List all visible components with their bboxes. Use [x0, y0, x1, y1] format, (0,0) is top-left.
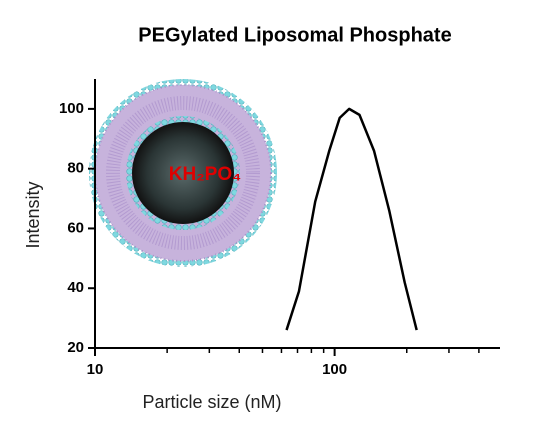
line — [285, 107, 418, 331]
y-tick-label: 60 — [67, 219, 84, 236]
y-tick-label: 80 — [67, 160, 84, 177]
liposome-illustration: KH₂PO₄ — [89, 79, 277, 267]
y-tick-label: 40 — [67, 279, 84, 296]
x-tick-label: 10 — [87, 361, 104, 378]
chart-title: PEGylated Liposomal Phosphate — [138, 24, 451, 46]
x-tick-label: 100 — [322, 361, 347, 378]
x-axis-label: Particle size (nM) — [142, 392, 281, 412]
annotation: KH₂PO₄ — [169, 164, 241, 185]
y-tick-label: 100 — [59, 100, 84, 117]
y-axis-label: Intensity — [23, 181, 43, 248]
y-tick-label: 20 — [67, 339, 84, 356]
